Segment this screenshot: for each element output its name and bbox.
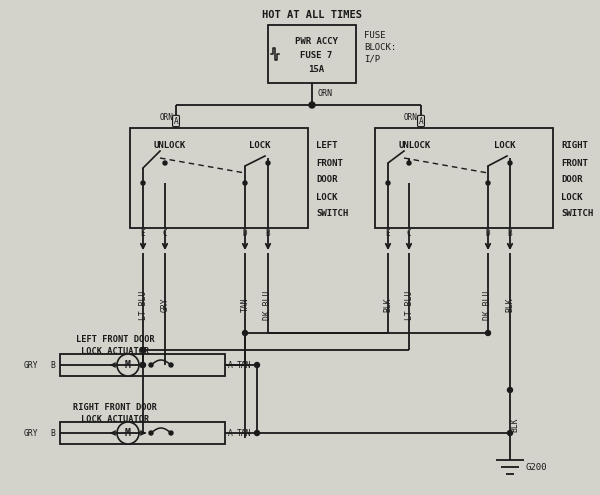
Text: LOCK: LOCK (249, 142, 271, 150)
Text: LT BLU: LT BLU (139, 291, 148, 320)
Text: RIGHT: RIGHT (561, 142, 588, 150)
Text: RIGHT FRONT DOOR: RIGHT FRONT DOOR (73, 403, 157, 412)
Text: B: B (50, 429, 55, 438)
Text: ORN: ORN (159, 112, 173, 121)
Text: GRY: GRY (23, 360, 38, 369)
Text: A: A (228, 429, 233, 438)
Text: ORN: ORN (318, 89, 333, 98)
Text: UNLOCK: UNLOCK (399, 142, 431, 150)
Text: M: M (125, 360, 131, 370)
Text: A: A (419, 116, 424, 126)
Circle shape (266, 161, 270, 165)
Text: LOCK: LOCK (316, 193, 337, 201)
Circle shape (254, 431, 260, 436)
Circle shape (508, 431, 512, 436)
Text: FUSE: FUSE (364, 31, 386, 40)
Circle shape (508, 388, 512, 393)
Text: LEFT: LEFT (316, 142, 337, 150)
Text: I/P: I/P (364, 54, 380, 63)
Circle shape (117, 422, 139, 444)
Text: HOT AT ALL TIMES: HOT AT ALL TIMES (262, 10, 362, 20)
Circle shape (169, 431, 173, 435)
Text: TAN: TAN (237, 360, 251, 369)
Circle shape (485, 331, 491, 336)
Text: ORN: ORN (404, 112, 418, 121)
Text: LOCK: LOCK (494, 142, 516, 150)
Text: GRY: GRY (161, 297, 170, 312)
Text: FRONT: FRONT (561, 158, 588, 167)
Text: C: C (163, 229, 167, 238)
Text: B: B (508, 229, 512, 238)
Circle shape (386, 181, 390, 185)
Bar (375, 128, 553, 228)
Text: LEFT FRONT DOOR: LEFT FRONT DOOR (76, 336, 154, 345)
Text: D: D (242, 229, 247, 238)
Text: TAN: TAN (237, 429, 251, 438)
Text: GRY: GRY (23, 429, 38, 438)
Text: B: B (50, 360, 55, 369)
Text: G200: G200 (526, 462, 548, 472)
Circle shape (508, 161, 512, 165)
Circle shape (140, 347, 146, 352)
Text: BLK: BLK (383, 297, 392, 312)
Text: 15A: 15A (308, 64, 325, 73)
Text: E: E (140, 229, 145, 238)
Text: BLK: BLK (505, 297, 515, 312)
Text: DK BLU: DK BLU (484, 291, 493, 320)
Text: B: B (266, 229, 271, 238)
Circle shape (117, 354, 139, 376)
Circle shape (140, 362, 146, 367)
Circle shape (149, 431, 153, 435)
Circle shape (149, 363, 153, 367)
Circle shape (242, 331, 248, 336)
Text: BLK: BLK (511, 418, 520, 432)
Text: SWITCH: SWITCH (561, 209, 593, 218)
Bar (60, 354, 225, 376)
Text: A: A (173, 116, 178, 126)
Text: D: D (485, 229, 490, 238)
Text: A: A (228, 360, 233, 369)
Circle shape (243, 181, 247, 185)
Text: DK BLU: DK BLU (263, 291, 272, 320)
Circle shape (163, 161, 167, 165)
Bar (268, 25, 356, 83)
Text: TAN: TAN (241, 297, 250, 312)
Text: BLOCK:: BLOCK: (364, 43, 396, 51)
Text: LT BLU: LT BLU (404, 291, 413, 320)
Bar (60, 422, 225, 444)
Text: PWR ACCY: PWR ACCY (295, 37, 338, 46)
Text: FRONT: FRONT (316, 158, 343, 167)
Text: LOCK ACTUATOR: LOCK ACTUATOR (81, 347, 149, 356)
Circle shape (141, 181, 145, 185)
Circle shape (309, 102, 315, 108)
Circle shape (407, 161, 411, 165)
Text: FUSE 7: FUSE 7 (300, 50, 332, 59)
Text: SWITCH: SWITCH (316, 209, 348, 218)
Text: DOOR: DOOR (561, 176, 583, 185)
Text: LOCK ACTUATOR: LOCK ACTUATOR (81, 415, 149, 425)
Text: DOOR: DOOR (316, 176, 337, 185)
Text: E: E (386, 229, 391, 238)
Text: C: C (407, 229, 412, 238)
Circle shape (254, 362, 260, 367)
Circle shape (486, 181, 490, 185)
Text: UNLOCK: UNLOCK (154, 142, 186, 150)
Bar (130, 128, 308, 228)
Circle shape (169, 363, 173, 367)
Text: M: M (125, 428, 131, 438)
Text: LOCK: LOCK (561, 193, 583, 201)
